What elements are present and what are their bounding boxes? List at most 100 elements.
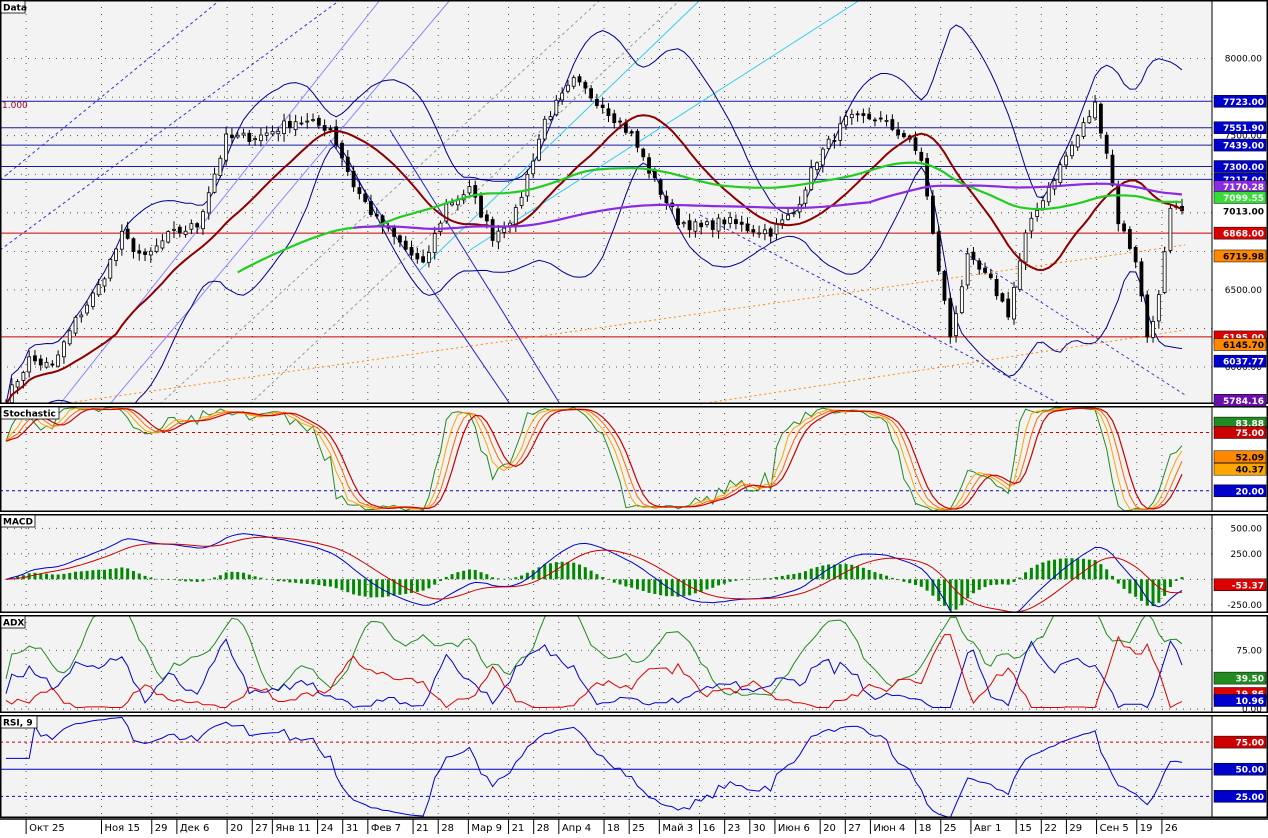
- macd-hist-bar-92: [537, 567, 541, 580]
- candle-body-171: [994, 279, 999, 297]
- candle-body-146: [849, 113, 854, 119]
- candle-body-155: [902, 133, 906, 138]
- price-badge-bg-6: [1213, 191, 1267, 204]
- candle-body-32: [189, 223, 194, 230]
- macd-hist-bar-160: [931, 579, 935, 596]
- candle-body-38: [224, 133, 229, 161]
- macd-hist-bar-49: [288, 579, 292, 583]
- candle-body-18: [108, 258, 113, 279]
- candle-body-183: [1064, 155, 1069, 166]
- rsi-badge-label-0: 75.00: [1236, 739, 1264, 749]
- candle-body-57: [334, 126, 339, 145]
- candle-body-41: [241, 132, 246, 136]
- candle-body-35: [206, 192, 211, 214]
- candle-body-93: [542, 118, 547, 140]
- candle-body-136: [791, 212, 796, 215]
- macd-hist-bar-131: [763, 578, 767, 580]
- candle-body-194: [1127, 229, 1132, 249]
- candle-body-13: [79, 314, 84, 318]
- macd-hist-bar-149: [867, 569, 871, 580]
- macd-hist-bar-201: [1168, 579, 1172, 588]
- macd-hist-bar-171: [995, 579, 999, 585]
- candle-body-111: [647, 157, 651, 174]
- macd-hist-bar-166: [966, 579, 970, 599]
- macd-hist-bar-59: [346, 579, 350, 593]
- macd-hist-bar-101: [589, 570, 593, 580]
- date-label-10: 21: [416, 823, 429, 834]
- candle-body-46: [270, 131, 275, 135]
- candle-body-135: [786, 214, 790, 220]
- rsi-badge-bg-0: [1213, 735, 1267, 749]
- candle-body-163: [948, 298, 953, 338]
- panel-3-title: ADX: [3, 619, 24, 629]
- price-badge-bg-8: [1213, 226, 1267, 240]
- rsi-badge-label-1: 50.00: [1236, 766, 1264, 776]
- candle-body-108: [629, 131, 634, 134]
- macd-hist-bar-51: [299, 579, 303, 584]
- fib-level-label: 1.000: [2, 101, 28, 111]
- macd-hist-bar-143: [832, 564, 836, 580]
- date-label-29: 15: [1019, 823, 1032, 834]
- date-label-34: 26: [1165, 823, 1178, 834]
- macd-hist-bar-32: [189, 579, 193, 582]
- candle-body-24: [143, 251, 147, 255]
- macd-hist-bar-62: [363, 579, 367, 597]
- candle-body-184: [1070, 144, 1074, 157]
- macd-line: [5, 533, 1183, 613]
- candle-body-26: [154, 245, 159, 253]
- stoch-badge-label-2: 52.09: [1236, 453, 1264, 463]
- adx-tick-label-0: 75.00: [1236, 646, 1262, 656]
- macd-hist-bar-5: [33, 572, 37, 580]
- candle-body-150: [873, 119, 877, 122]
- di-plus-line: [5, 638, 1183, 709]
- date-label-0: Окт 25: [29, 823, 65, 834]
- candle-body-56: [328, 128, 333, 131]
- macd-hist-bar-119: [693, 579, 697, 594]
- candle-body-177: [1029, 217, 1034, 232]
- candle-body-28: [166, 231, 171, 243]
- macd-hist-bar-50: [294, 579, 298, 583]
- panel-1-title: Stochastic: [3, 410, 56, 420]
- candle-body-193: [1122, 223, 1126, 232]
- macd-hist-bar-117: [682, 579, 686, 597]
- date-label-17: 25: [632, 823, 645, 834]
- date-label-12: Мар 9: [471, 823, 502, 834]
- date-label-15: Апр 4: [562, 823, 591, 834]
- candle-body-102: [594, 99, 599, 106]
- macd-hist-bar-14: [85, 570, 89, 580]
- macd-hist-bar-27: [160, 579, 164, 580]
- candle-body-118: [687, 220, 692, 231]
- date-label-21: 30: [753, 823, 766, 834]
- date-label-32: Сен 5: [1100, 823, 1129, 834]
- adx-badge-bg-2: [1213, 694, 1267, 707]
- candle-body-113: [658, 179, 663, 195]
- macd-hist-bar-29: [172, 579, 176, 580]
- candle-body-201: [1168, 207, 1173, 251]
- macd-tick-label-1: 250.00: [1231, 550, 1263, 560]
- candle-body-106: [618, 120, 622, 123]
- macd-hist-bar-8: [50, 574, 54, 580]
- candle-body-17: [102, 278, 107, 287]
- stoch-line-0: [5, 406, 1183, 512]
- candle-body-148: [861, 113, 866, 116]
- macd-hist-bar-114: [664, 579, 668, 597]
- macd-hist-bar-125: [728, 579, 732, 582]
- panel-3-title-box: [0, 615, 26, 629]
- candle-body-83: [484, 214, 489, 222]
- candle-body-140: [815, 162, 819, 171]
- macd-hist-bar-31: [184, 579, 188, 582]
- macd-hist-bar-88: [514, 577, 518, 580]
- trend-line-3: [109, 0, 451, 405]
- panel-1-title-box: [0, 406, 60, 420]
- date-label-19: 16: [703, 823, 716, 834]
- macd-hist-bar-173: [1006, 579, 1010, 585]
- trend-line-8: [329, 139, 511, 405]
- macd-series-group: [4, 533, 1184, 613]
- candle-body-31: [183, 230, 188, 235]
- candle-body-164: [954, 313, 958, 337]
- candle-body-11: [67, 330, 72, 345]
- sma-65-line: [237, 161, 1183, 274]
- candle-body-172: [1000, 293, 1005, 302]
- candle-body-169: [983, 267, 987, 273]
